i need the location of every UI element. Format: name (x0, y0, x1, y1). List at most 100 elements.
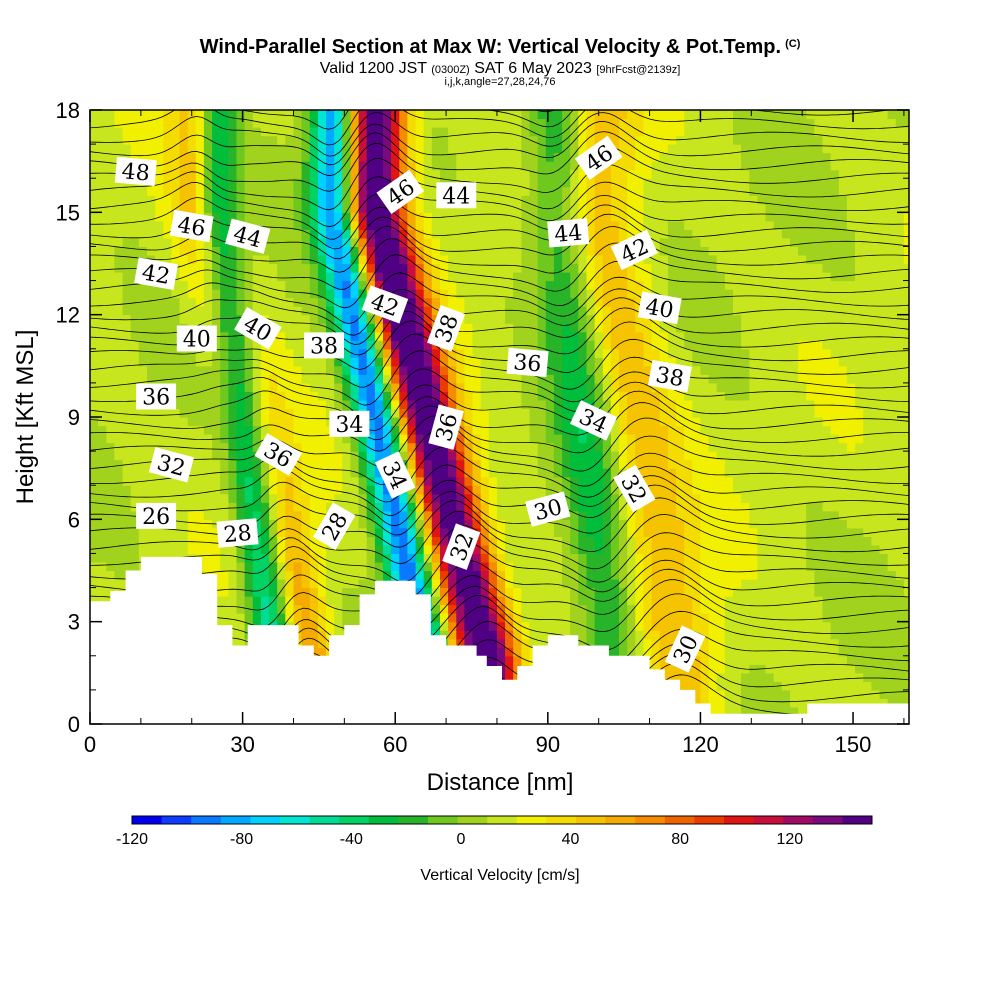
field-cell (448, 229, 457, 239)
field-cell (586, 459, 596, 469)
field-cell (163, 493, 172, 503)
field-cell (440, 263, 449, 273)
field-cell (317, 374, 327, 384)
field-cell (440, 297, 449, 307)
field-cell (334, 485, 343, 495)
field-cell (440, 382, 449, 392)
field-cell (342, 493, 351, 503)
field-cell (90, 493, 99, 503)
field-cell (464, 613, 474, 623)
field-cell (122, 544, 132, 554)
field-cell (643, 127, 653, 137)
field-cell (610, 195, 620, 205)
field-cell (562, 544, 571, 554)
field-cell (130, 562, 140, 572)
field-cell (456, 127, 465, 137)
field-cell (228, 280, 238, 290)
field-cell (488, 476, 498, 486)
field-cell (342, 289, 351, 299)
field-cell (619, 118, 628, 128)
field-cell (488, 348, 498, 358)
field-cell (537, 468, 547, 478)
field-cell (594, 229, 604, 239)
field-cell (309, 604, 319, 614)
field-cell (138, 127, 148, 137)
field-cell (155, 220, 164, 230)
field-cell (635, 297, 644, 307)
field-cell (635, 110, 644, 120)
field-cell (171, 246, 181, 256)
field-cell (407, 263, 417, 273)
field-cell (130, 195, 140, 205)
field-cell (203, 306, 213, 316)
field-cell (423, 161, 433, 171)
field-cell (513, 587, 522, 597)
field-cell (553, 527, 563, 537)
field-cell (562, 127, 571, 137)
field-cell (98, 195, 107, 205)
field-cell (195, 152, 205, 162)
field-cell (480, 468, 490, 478)
field-cell (98, 331, 107, 341)
field-cell (147, 365, 156, 375)
field-cell (317, 297, 327, 307)
field-cell (179, 255, 189, 265)
field-cell (391, 229, 400, 239)
grid-indices: i,j,k,angle=27,28,24,76 (444, 76, 556, 88)
field-cell (586, 220, 596, 230)
field-cell (171, 357, 181, 367)
field-cell (399, 314, 408, 324)
field-cell (236, 544, 246, 554)
field-cell (472, 562, 482, 572)
field-cell (293, 340, 303, 350)
field-cell (488, 399, 498, 409)
field-cell (309, 510, 319, 520)
field-cell (326, 459, 335, 469)
field-cell (244, 408, 254, 418)
field-cell (220, 255, 229, 265)
field-cell (610, 348, 620, 358)
field-cell (285, 340, 294, 350)
field-cell (277, 570, 286, 580)
field-cell (309, 127, 319, 137)
field-cell (147, 127, 156, 137)
field-cell (423, 553, 433, 563)
field-cell (521, 289, 531, 299)
field-cell (505, 536, 514, 546)
field-cell (138, 544, 148, 554)
field-cell (553, 476, 563, 486)
field-cell (456, 434, 465, 444)
field-cell (627, 553, 636, 563)
field-cell (513, 647, 522, 657)
field-cell (277, 212, 286, 222)
field-cell (643, 476, 653, 486)
field-cell (114, 544, 124, 554)
field-cell (570, 357, 579, 367)
field-cell (366, 442, 376, 452)
field-cell (594, 638, 604, 648)
field-cell (497, 289, 506, 299)
field-cell (456, 451, 465, 461)
field-cell (212, 408, 221, 418)
field-cell (497, 442, 506, 452)
field-cell (171, 314, 181, 324)
field-cell (440, 621, 449, 631)
field-cell (236, 348, 246, 358)
field-cell (521, 638, 531, 648)
field-cell (553, 195, 563, 205)
field-cell (643, 272, 653, 282)
field-cell (497, 255, 506, 265)
field-cell (130, 442, 140, 452)
field-cell (521, 596, 531, 606)
field-cell (334, 442, 343, 452)
field-cell (562, 391, 571, 401)
field-cell (480, 544, 490, 554)
field-cell (537, 408, 547, 418)
field-cell (415, 417, 425, 427)
field-cell (391, 570, 400, 580)
field-cell (203, 476, 213, 486)
field-cell (578, 638, 587, 648)
field-cell (602, 348, 612, 358)
field-cell (138, 340, 148, 350)
field-cell (212, 553, 221, 563)
